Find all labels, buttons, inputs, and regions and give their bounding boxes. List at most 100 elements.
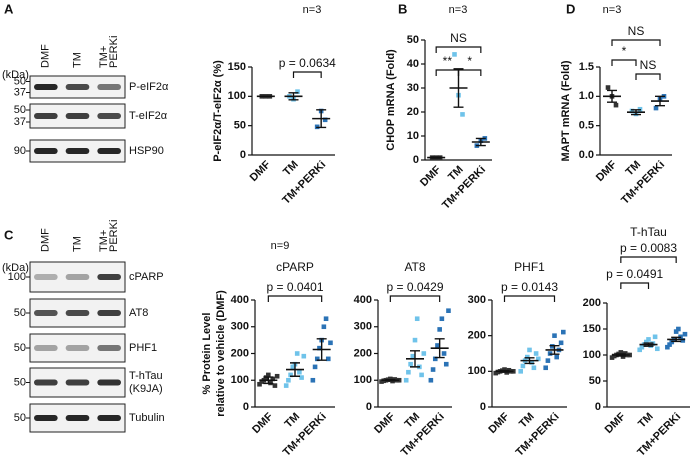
data-point bbox=[406, 369, 411, 375]
y-tick-label: 10 bbox=[407, 130, 419, 142]
significance-bracket bbox=[620, 256, 677, 263]
blot-band bbox=[97, 84, 121, 90]
data-point bbox=[432, 356, 438, 362]
y-tick-label: 100 bbox=[354, 374, 372, 386]
kda-marker: 37 bbox=[14, 86, 26, 98]
data-point bbox=[412, 337, 418, 343]
significance-bracket bbox=[435, 69, 460, 76]
x-tick-label: DMF bbox=[248, 158, 274, 184]
data-point bbox=[646, 337, 651, 342]
y-tick-label: 20 bbox=[407, 106, 419, 118]
kda-marker: 50 bbox=[14, 75, 26, 87]
x-tick-label: DMF bbox=[603, 410, 629, 436]
significance-bracket bbox=[503, 295, 556, 302]
protein-label: cPARP bbox=[129, 271, 164, 283]
data-point bbox=[531, 365, 537, 371]
blot-band bbox=[34, 345, 58, 351]
y-tick-label: 300 bbox=[231, 321, 249, 333]
significance-label: p = 0.0143 bbox=[501, 280, 558, 294]
significance-label: * bbox=[467, 54, 472, 68]
blot-band bbox=[34, 113, 58, 119]
error-bar bbox=[475, 137, 486, 147]
y-tick-label: 50 bbox=[589, 375, 601, 387]
data-point bbox=[322, 117, 328, 123]
error-bar bbox=[288, 92, 299, 101]
data-point bbox=[543, 365, 548, 371]
lane-label: TM bbox=[71, 236, 83, 252]
data-point bbox=[325, 356, 331, 362]
data-point bbox=[682, 331, 688, 337]
y-tick-label: 100 bbox=[228, 90, 246, 102]
data-point bbox=[655, 346, 660, 352]
data-point bbox=[518, 369, 523, 374]
significance-label: p = 0.0083 bbox=[620, 241, 677, 255]
data-point bbox=[536, 356, 541, 362]
error-bar bbox=[655, 95, 665, 107]
data-point bbox=[301, 353, 307, 359]
data-point bbox=[652, 334, 658, 340]
blot-band bbox=[65, 379, 90, 386]
data-point bbox=[312, 364, 318, 370]
panel-letter: B bbox=[398, 1, 407, 16]
blot-band bbox=[65, 274, 90, 280]
data-point bbox=[460, 112, 465, 117]
n-label: n=3 bbox=[603, 4, 622, 16]
significance-label: p = 0.0634 bbox=[279, 56, 336, 70]
lane-label: TM+ bbox=[98, 230, 110, 252]
panel-letter: C bbox=[4, 227, 14, 242]
kda-label: (kDa) bbox=[2, 69, 29, 81]
data-point bbox=[547, 351, 553, 356]
y-tick-label: 0 bbox=[240, 149, 246, 161]
n-label: n=3 bbox=[303, 4, 322, 16]
x-tick-label: TM bbox=[517, 411, 537, 431]
blot-band bbox=[97, 379, 121, 386]
data-point bbox=[297, 369, 302, 375]
blot-band bbox=[34, 148, 58, 154]
y-tick-label: 0 bbox=[366, 401, 372, 413]
x-tick-label: TM bbox=[402, 411, 422, 431]
kda-marker: 50 bbox=[14, 376, 26, 388]
y-tick-label: 150 bbox=[228, 61, 246, 73]
data-point bbox=[637, 347, 642, 353]
y-tick-label: 200 bbox=[354, 347, 372, 359]
error-bar bbox=[434, 338, 445, 359]
data-point bbox=[410, 353, 416, 359]
protein-label: Tubulin bbox=[129, 412, 165, 424]
x-tick-label: TM bbox=[281, 159, 301, 179]
data-point bbox=[673, 329, 679, 334]
blot-band bbox=[65, 345, 90, 351]
blot-band bbox=[65, 148, 90, 154]
blot-band bbox=[97, 345, 121, 351]
data-point bbox=[419, 372, 424, 378]
data-point bbox=[527, 347, 532, 353]
chart-title: PHF1 bbox=[514, 260, 545, 274]
y-tick-label: 100 bbox=[468, 365, 486, 377]
y-tick-label: 200 bbox=[583, 297, 601, 309]
y-tick-label: 0.0 bbox=[579, 149, 594, 161]
error-bar bbox=[524, 357, 535, 365]
lane-label: PERKi bbox=[108, 220, 120, 252]
significance-label: p = 0.0491 bbox=[606, 267, 663, 281]
chart-title: AT8 bbox=[404, 260, 425, 274]
blot-band bbox=[65, 415, 90, 421]
panel-letter: A bbox=[4, 1, 14, 16]
x-tick-label: DMF bbox=[418, 163, 444, 189]
blot-band bbox=[65, 84, 90, 90]
data-point bbox=[257, 381, 262, 387]
lane-label: TM+ bbox=[98, 46, 110, 68]
significance-bracket bbox=[435, 46, 482, 53]
significance-label: NS bbox=[628, 24, 645, 38]
blot-band bbox=[34, 379, 58, 386]
kda-marker: 50 bbox=[14, 412, 26, 424]
y-tick-label: 1.0 bbox=[579, 90, 594, 102]
data-point bbox=[272, 383, 278, 388]
error-bar bbox=[410, 350, 420, 368]
y-tick-label: 100 bbox=[231, 374, 249, 386]
significance-bracket bbox=[457, 69, 482, 76]
significance-label: ** bbox=[443, 54, 453, 68]
data-point bbox=[283, 383, 289, 388]
y-tick-label: 200 bbox=[468, 330, 486, 342]
data-point bbox=[665, 344, 670, 350]
y-axis-label: % Protein Level bbox=[201, 313, 213, 395]
